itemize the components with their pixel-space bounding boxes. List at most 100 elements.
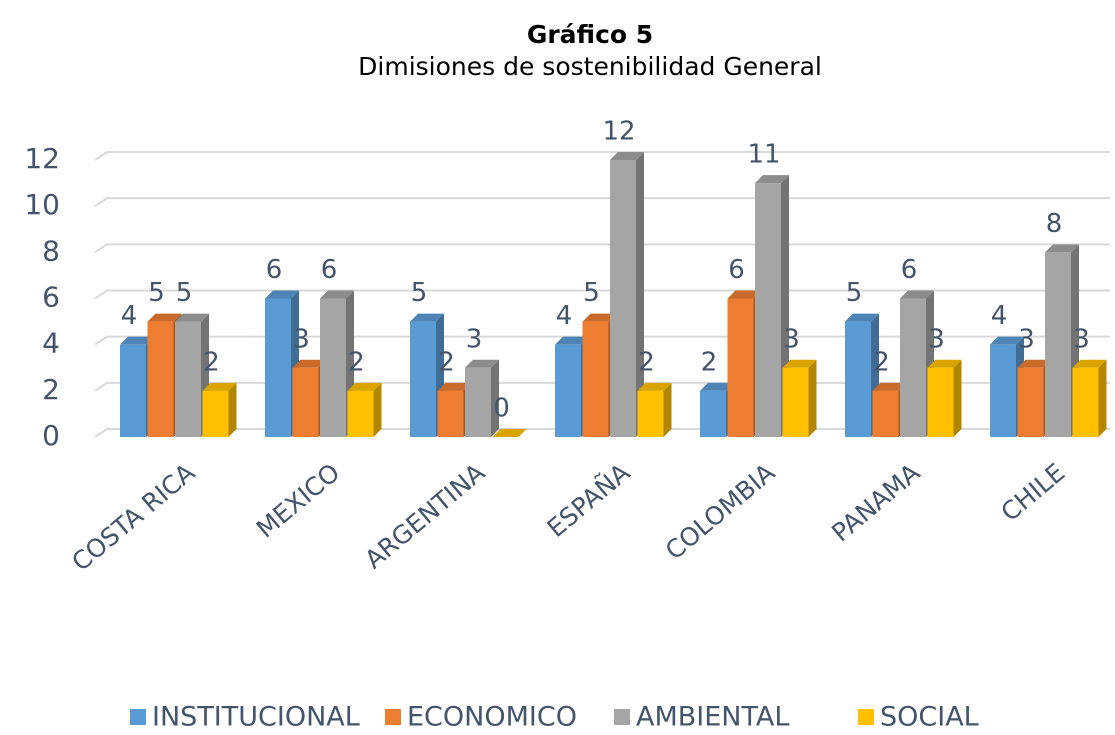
- bar-top: [437, 382, 472, 391]
- data-label: 3: [1018, 324, 1035, 354]
- bar-top: [900, 290, 934, 299]
- bar-front: [147, 321, 174, 437]
- bar-top: [700, 382, 734, 391]
- y-tick-label: 12: [24, 142, 60, 175]
- bar-side: [1098, 359, 1107, 437]
- data-label: 3: [783, 324, 800, 354]
- bar-front: [782, 367, 809, 437]
- x-tick-label: MEXICO: [251, 458, 345, 544]
- bar-top: [755, 175, 789, 184]
- data-label: 2: [203, 347, 220, 377]
- bar-front: [175, 321, 201, 437]
- legend-label: INSTITUCIONAL: [152, 702, 360, 733]
- bar-front: [347, 390, 374, 437]
- bar-top: [1045, 244, 1079, 253]
- bar-side: [373, 382, 382, 437]
- bar: [175, 313, 209, 437]
- data-label: 6: [266, 255, 283, 285]
- data-label: 5: [148, 278, 165, 308]
- data-label: 11: [747, 140, 780, 170]
- x-tick-label: CHILE: [996, 458, 1071, 527]
- x-tick-label: PANAMA: [826, 458, 925, 548]
- y-tick-label: 2: [42, 373, 60, 406]
- bar-side: [491, 359, 499, 437]
- bar-top: [610, 152, 644, 160]
- bar-front: [900, 298, 926, 437]
- bar-top: [872, 382, 907, 391]
- bar-top: [782, 359, 817, 368]
- bar-front: [202, 390, 229, 437]
- bar-top: [727, 290, 762, 299]
- x-tick-label: ARGENTINA: [359, 458, 490, 575]
- legend-label: SOCIAL: [880, 702, 979, 733]
- data-label: 2: [638, 347, 655, 377]
- bar-top: [202, 382, 237, 391]
- bar-top: [927, 359, 962, 368]
- data-label: 3: [466, 324, 483, 354]
- x-tick-label: COSTA RICA: [66, 458, 200, 577]
- data-label: 2: [438, 347, 455, 377]
- bar-front: [1045, 252, 1071, 437]
- data-label: 4: [991, 301, 1008, 331]
- bar-front: [1072, 367, 1099, 437]
- bar-top: [265, 290, 299, 299]
- bar-side: [953, 359, 962, 437]
- data-label: 4: [556, 301, 573, 331]
- bar-front: [555, 344, 581, 437]
- data-label: 3: [928, 324, 945, 354]
- y-tick-label: 8: [42, 234, 60, 267]
- data-label: 2: [348, 347, 365, 377]
- bar-front: [292, 367, 319, 437]
- data-label: 2: [701, 347, 718, 377]
- bar-side: [808, 359, 817, 437]
- bar-top: [120, 336, 154, 345]
- bar: [347, 382, 382, 437]
- y-tick-label: 10: [24, 188, 60, 221]
- bar-front: [437, 390, 464, 437]
- bar-front: [637, 390, 664, 437]
- bar: [202, 382, 237, 437]
- bar-front: [755, 183, 781, 437]
- bar-top: [410, 313, 444, 322]
- bar-front: [320, 298, 346, 437]
- data-label: 6: [728, 255, 745, 285]
- bar-top: [1017, 359, 1052, 368]
- bar-side: [663, 382, 672, 437]
- bar-front: [120, 344, 146, 437]
- bar-front: [727, 298, 754, 437]
- bar-side: [228, 382, 237, 437]
- bar-top: [175, 313, 209, 322]
- y-tick-label: 6: [42, 281, 60, 314]
- bar-front: [927, 367, 954, 437]
- bar-top: [320, 290, 354, 299]
- bar-top: [492, 429, 527, 437]
- bar: [1072, 359, 1107, 437]
- legend-swatch: [385, 709, 401, 725]
- bar-top: [1072, 359, 1107, 368]
- bar-front: [1017, 367, 1044, 437]
- bar-front: [582, 321, 609, 437]
- bar: [782, 359, 817, 437]
- bar-top: [147, 313, 182, 322]
- bar-front: [610, 160, 636, 437]
- legend-label: ECONOMICO: [407, 702, 577, 733]
- bar-top: [555, 336, 589, 345]
- y-tick-label: 0: [42, 419, 60, 452]
- bar-front: [845, 321, 871, 437]
- data-label: 5: [583, 278, 600, 308]
- x-tick-label: COLOMBIA: [660, 458, 781, 566]
- data-label: 12: [602, 117, 635, 147]
- data-label: 6: [901, 255, 918, 285]
- grid-line: [94, 243, 1110, 254]
- y-tick-label: 4: [42, 327, 60, 360]
- legend-label: AMBIENTAL: [636, 702, 789, 733]
- data-label: 6: [321, 255, 338, 285]
- legend-swatch: [130, 709, 146, 725]
- legend-swatch: [858, 709, 874, 725]
- bar-top: [347, 382, 382, 391]
- chart-subtitle: Dimisiones de sostenibilidad General: [358, 52, 822, 81]
- grid-line: [94, 197, 1110, 207]
- bar-front: [410, 321, 436, 437]
- data-label: 5: [176, 278, 193, 308]
